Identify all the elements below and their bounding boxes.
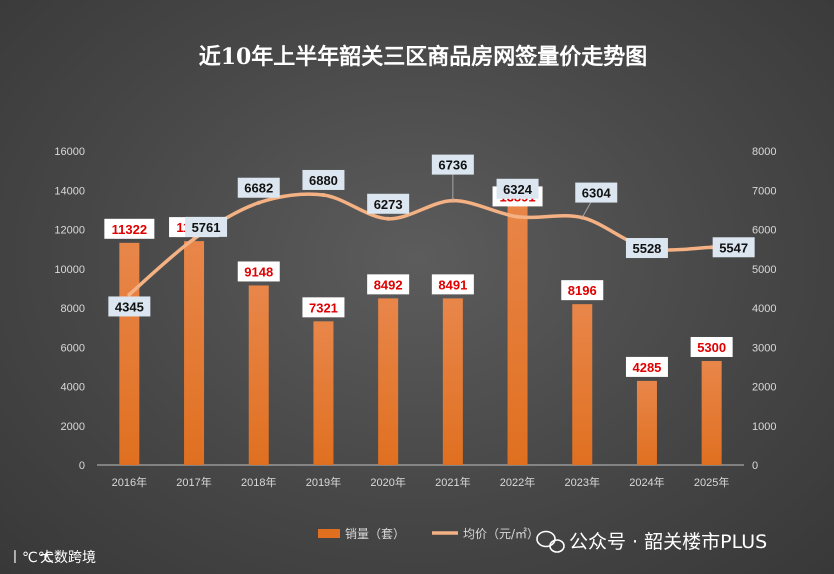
- price-data-label: 6880: [309, 173, 338, 188]
- x-tick-label: 2022年: [500, 475, 535, 489]
- price-point: [192, 236, 197, 241]
- bar: [442, 298, 463, 465]
- sales-data-label: 11322: [112, 222, 147, 237]
- y-left-tick-label: 0: [79, 460, 85, 472]
- sales-data-label-box: [104, 218, 155, 239]
- y-right-tick-label: 7000: [752, 185, 776, 197]
- y-left-tick-label: 14000: [54, 185, 85, 197]
- x-tick-label: 2023年: [565, 475, 600, 489]
- y-left-tick-label: 10000: [54, 264, 85, 276]
- y-right-tick-label: 2000: [752, 382, 776, 394]
- x-tick-label: 2020年: [370, 475, 405, 489]
- line-series: [127, 192, 714, 297]
- sales-data-label-box: [367, 274, 410, 295]
- data-labels: 1132211408914873218492849113891819642855…: [104, 154, 755, 377]
- price-data-label-box: [185, 216, 228, 237]
- y-left-tick-label: 6000: [61, 342, 85, 354]
- bar-series: [119, 192, 722, 465]
- price-data-label-box: [367, 193, 410, 214]
- y-left-tick-label: 12000: [54, 225, 85, 237]
- y-right-tick-label: 5000: [752, 264, 776, 276]
- price-data-label-box: [431, 154, 474, 175]
- sales-data-label: 9148: [244, 264, 273, 279]
- bar: [507, 192, 528, 465]
- legend-line-label: 均价（元/㎡）: [463, 527, 539, 541]
- bar: [119, 242, 140, 465]
- sales-data-label-box: [237, 261, 280, 282]
- x-tick-label: 2016年: [112, 475, 147, 489]
- price-data-label-box: [496, 178, 539, 199]
- sales-data-label-box: [690, 336, 733, 357]
- y-right-tick-label: 6000: [752, 225, 776, 237]
- bar: [636, 380, 657, 465]
- x-tick-label: 2025年: [694, 475, 729, 489]
- price-data-label-box: [108, 296, 151, 317]
- legend-bar-label: 销量（套）: [345, 527, 405, 541]
- watermark-left-text: 大数跨境: [40, 550, 96, 566]
- watermark: 丨℃℃ 大数跨境 公众号 · 韶关楼市PLUS: [8, 530, 767, 566]
- legend-bar-swatch: [318, 529, 340, 538]
- bar: [313, 321, 334, 465]
- price-data-label: 5547: [719, 240, 748, 255]
- watermark-logo: 丨℃℃: [8, 550, 53, 566]
- x-tick-label: 2018年: [241, 475, 276, 489]
- sales-data-label-box: [625, 356, 668, 377]
- sales-data-label-box: [302, 297, 345, 318]
- sales-data-label-box: [431, 274, 474, 295]
- bar: [378, 298, 399, 465]
- sales-data-label: 8196: [568, 283, 597, 298]
- price-data-label-box: [237, 177, 280, 198]
- bar: [572, 304, 593, 465]
- legend: 销量（套） 均价（元/㎡）: [318, 527, 539, 541]
- chart-title: 近10年上半年韶关三区商品房网签量价走势图: [199, 44, 648, 70]
- sales-data-label-box: [561, 280, 604, 301]
- price-data-label: 6736: [438, 158, 467, 173]
- y-left-tick-label: 4000: [61, 382, 85, 394]
- sales-data-label: 5300: [697, 340, 726, 355]
- y-right-tick-label: 0: [752, 460, 758, 472]
- bar: [701, 360, 722, 465]
- price-data-label-box: [575, 182, 618, 203]
- price-data-label: 6682: [244, 181, 273, 196]
- sales-data-label: 8491: [438, 277, 467, 292]
- axes: 0 2000 4000 6000 8000 10000 12000 14000 16000 0 10…: [54, 146, 776, 489]
- x-tick-label: 2024年: [629, 475, 664, 489]
- x-tick-label: 2019年: [306, 475, 341, 489]
- price-point: [256, 200, 261, 205]
- price-data-label-box: [712, 237, 755, 258]
- bar: [248, 285, 269, 465]
- price-data-label: 4345: [115, 299, 144, 314]
- price-data-label: 5761: [192, 220, 221, 235]
- price-point: [321, 192, 326, 197]
- price-point: [386, 216, 391, 221]
- price-line: [128, 192, 712, 296]
- watermark-right-text: 公众号 · 韶关楼市PLUS: [569, 531, 767, 553]
- price-data-label: 6324: [503, 182, 533, 197]
- sales-data-label: 4285: [632, 360, 661, 375]
- price-data-label-box: [302, 169, 345, 190]
- price-point: [515, 214, 520, 219]
- price-point: [127, 292, 132, 297]
- price-data-label-box: [625, 238, 668, 259]
- y-right-tick-label: 3000: [752, 342, 776, 354]
- price-data-label: 6304: [582, 186, 612, 201]
- sales-data-label: 7321: [309, 300, 338, 315]
- sales-data-label: 8492: [374, 277, 403, 292]
- price-data-label: 6273: [374, 197, 403, 212]
- price-data-label: 5528: [632, 241, 661, 256]
- bar: [184, 241, 205, 465]
- x-tick-label: 2021年: [435, 475, 470, 489]
- y-right-tick-label: 1000: [752, 421, 776, 433]
- y-left-tick-label: 2000: [61, 421, 85, 433]
- x-tick-label: 2017年: [176, 475, 211, 489]
- y-right-tick-label: 8000: [752, 146, 776, 158]
- y-left-tick-label: 16000: [54, 146, 85, 158]
- y-left-tick-label: 8000: [61, 303, 85, 315]
- wechat-icon: [536, 530, 565, 553]
- y-right-tick-label: 4000: [752, 303, 776, 315]
